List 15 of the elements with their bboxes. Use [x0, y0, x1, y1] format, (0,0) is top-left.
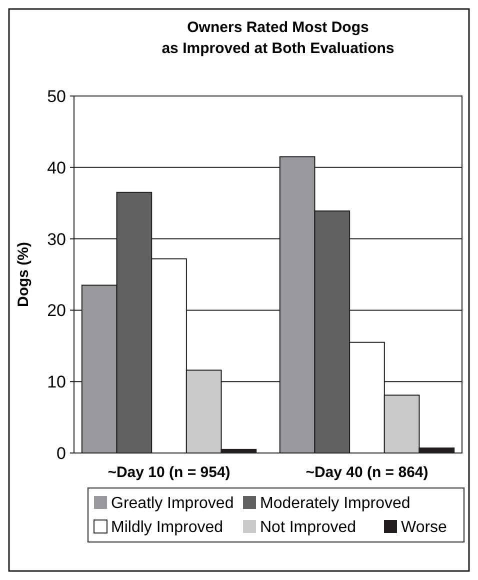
x-tick-label: ~Day 10 (n = 954)	[108, 464, 230, 481]
chart-title: Owners Rated Most Dogs as Improved at Both Evaluations	[162, 19, 394, 57]
legend-label: Not Improved	[260, 519, 356, 536]
y-tick-label: 10	[47, 372, 66, 392]
legend-label: Greatly Improved	[111, 495, 234, 512]
y-tick-label: 50	[47, 86, 66, 106]
y-tick-label: 20	[47, 301, 66, 320]
y-axis-title: Dogs (%)	[15, 242, 32, 307]
y-tick-label: 30	[47, 230, 66, 249]
y-tick-label: 0	[56, 444, 66, 463]
legend-label: Worse	[401, 519, 448, 536]
x-tick-label: ~Day 40 (n = 864)	[306, 464, 428, 481]
y-tick-label: 40	[47, 158, 66, 178]
legend-label: Moderately Improved	[260, 495, 410, 512]
legend-label: Mildly Improved	[111, 519, 224, 536]
